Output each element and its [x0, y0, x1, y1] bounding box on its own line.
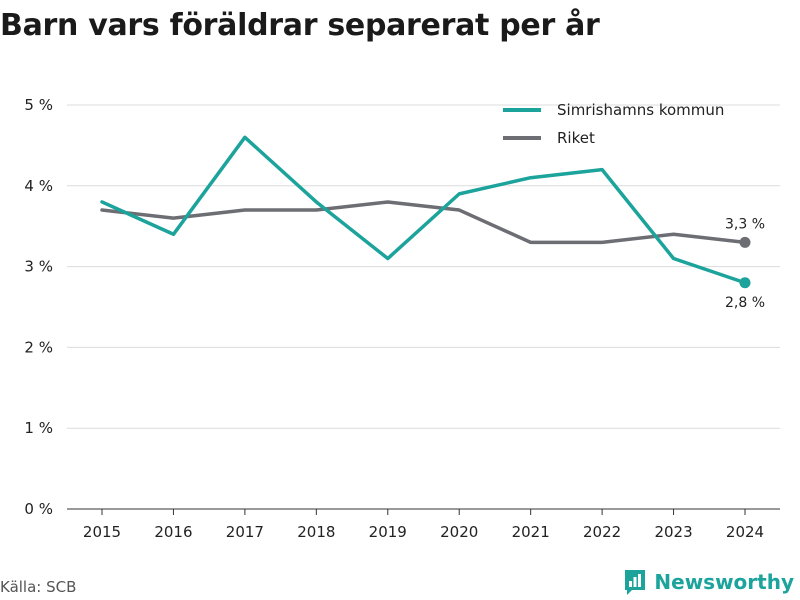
series-line	[100, 200, 747, 245]
legend-label: Simrishamns kommun	[557, 101, 724, 119]
x-tick-label: 2018	[297, 523, 335, 541]
y-tick-label: 2 %	[24, 338, 53, 356]
gridlines	[67, 104, 780, 429]
x-tick-label: 2020	[440, 523, 478, 541]
brand-name: Newsworthy	[654, 570, 794, 594]
source-note: Källa: SCB	[0, 578, 77, 596]
end-value-label: 2,8 %	[725, 295, 765, 311]
y-tick-label: 3 %	[24, 258, 53, 276]
chart-title: Barn vars föräldrar separerat per år	[0, 8, 600, 43]
end-labels: 2,8 % 3,3 %	[725, 216, 765, 310]
newsworthy-logo-icon	[625, 570, 646, 595]
y-tick-label: 4 %	[24, 177, 53, 195]
x-tick-label: 2016	[154, 523, 192, 541]
series	[100, 135, 747, 285]
end-point-marker	[739, 236, 751, 248]
brand-logo: Newsworthy	[623, 568, 794, 596]
x-tick-label: 2023	[654, 523, 692, 541]
x-tick-label: 2015	[83, 523, 121, 541]
axes: 0 % 1 % 2 % 3 % 4 % 5 % 2015 2016 2017 2018 2019 20…	[24, 96, 780, 541]
series-line	[100, 135, 747, 285]
x-tick-label: 2017	[226, 523, 264, 541]
legend: Simrishamns kommun Riket	[503, 101, 724, 147]
y-tick-label: 0 %	[24, 500, 53, 518]
y-tick-label: 1 %	[24, 419, 53, 437]
x-tick-label: 2022	[583, 523, 621, 541]
x-tick-label: 2021	[512, 523, 550, 541]
end-value-label: 3,3 %	[725, 216, 765, 232]
end-point-marker	[739, 277, 751, 289]
legend-label: Riket	[557, 129, 595, 147]
x-tick-label: 2019	[369, 523, 407, 541]
y-tick-label: 5 %	[24, 96, 53, 114]
x-tick-label: 2024	[726, 523, 764, 541]
